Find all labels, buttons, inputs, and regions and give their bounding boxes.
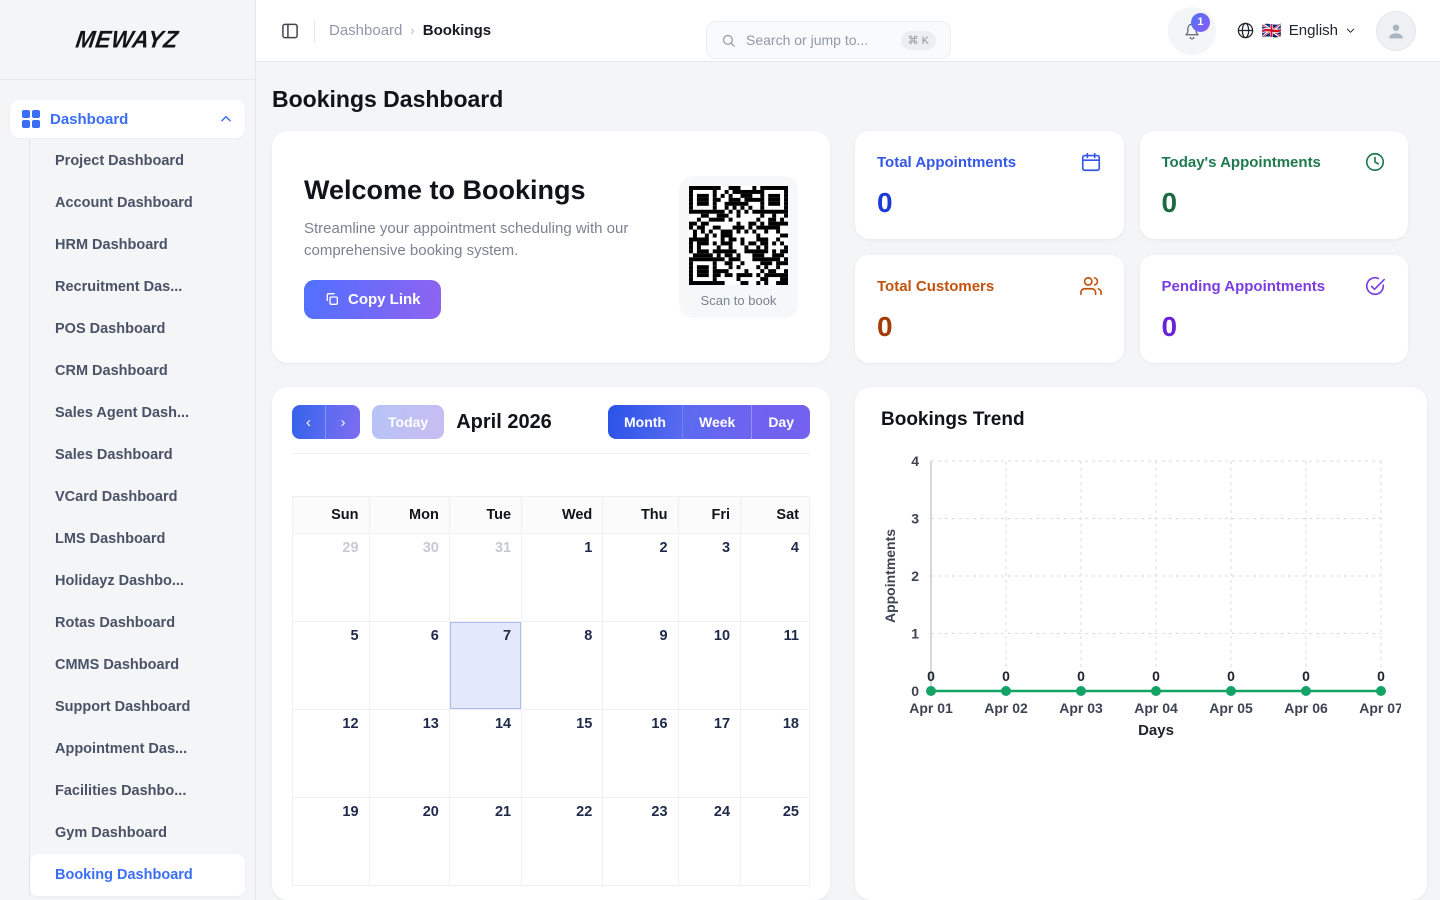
svg-text:Apr 05: Apr 05	[1209, 700, 1253, 716]
svg-text:Apr 02: Apr 02	[984, 700, 1028, 716]
svg-text:0: 0	[1077, 668, 1085, 684]
svg-text:2: 2	[911, 568, 919, 584]
svg-text:0: 0	[1152, 668, 1160, 684]
svg-text:0: 0	[911, 683, 919, 699]
svg-text:Apr 03: Apr 03	[1059, 700, 1103, 716]
svg-text:0: 0	[1002, 668, 1010, 684]
svg-text:Apr 06: Apr 06	[1284, 700, 1328, 716]
svg-text:Apr 07: Apr 07	[1359, 700, 1401, 716]
svg-text:0: 0	[927, 668, 935, 684]
svg-text:3: 3	[911, 511, 919, 527]
svg-text:Apr 01: Apr 01	[909, 700, 953, 716]
svg-text:0: 0	[1377, 668, 1385, 684]
svg-text:0: 0	[1302, 668, 1310, 684]
svg-text:4: 4	[911, 453, 919, 469]
svg-text:Appointments: Appointments	[882, 529, 898, 623]
svg-text:Apr 04: Apr 04	[1134, 700, 1178, 716]
svg-text:Days: Days	[1138, 722, 1174, 739]
svg-text:1: 1	[911, 626, 919, 642]
svg-text:0: 0	[1227, 668, 1235, 684]
